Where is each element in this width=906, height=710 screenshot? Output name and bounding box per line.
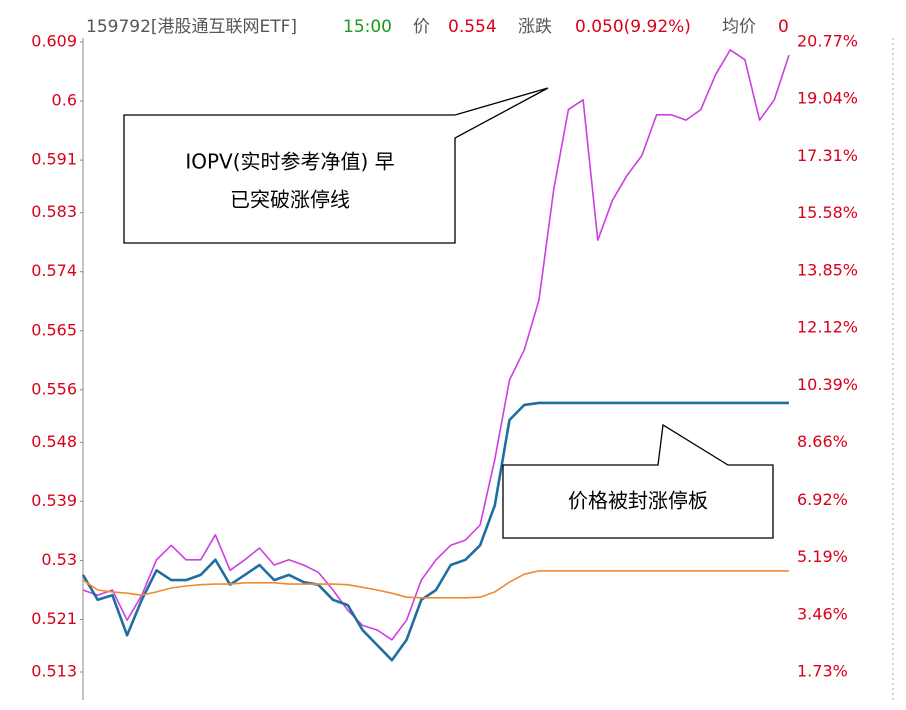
header-label: 涨跌 — [518, 17, 552, 37]
y-tick-label: 0.574 — [31, 261, 77, 280]
series-line — [81, 401, 789, 662]
series-line — [82, 49, 790, 641]
callout-box — [123, 87, 549, 244]
series-line — [82, 570, 789, 599]
header-time: 15:00 — [343, 17, 392, 37]
y-tick-label: 0.513 — [31, 662, 77, 681]
y-tick-label: 0.591 — [31, 150, 77, 169]
header-value: 0.554 — [448, 17, 497, 37]
header-code: 159792[港股通互联网ETF] — [86, 17, 297, 37]
y2-tick-label: 5.19% — [797, 547, 848, 566]
y2-tick-label: 10.39% — [797, 375, 858, 394]
y-tick-label: 0.521 — [31, 609, 77, 628]
y-tick-label: 0.583 — [31, 202, 77, 221]
y-tick-label: 0.539 — [31, 491, 77, 510]
annotation: 价格被封涨停板 — [568, 489, 708, 513]
y2-tick-label: 8.66% — [797, 432, 848, 451]
y-tick-label: 0.609 — [31, 32, 77, 51]
header-label: 均价 — [722, 17, 756, 37]
y-tick-label: 0.565 — [31, 320, 77, 339]
annotation: 已突破涨停线 — [230, 188, 350, 212]
y2-tick-label: 6.92% — [797, 490, 848, 509]
y-tick-label: 0.53 — [41, 550, 77, 569]
header-label: 价 — [413, 17, 430, 37]
header-value: 0.050(9.92%) — [575, 17, 691, 37]
y2-tick-label: 1.73% — [797, 662, 848, 681]
y-tick-label: 0.548 — [31, 432, 77, 451]
y2-tick-label: 3.46% — [797, 604, 848, 623]
y2-tick-label: 15.58% — [797, 203, 858, 222]
header-value: 0 — [778, 17, 789, 37]
callout-box — [502, 423, 774, 539]
y2-tick-label: 13.85% — [797, 260, 858, 279]
y2-tick-label: 20.77% — [797, 32, 858, 51]
annotation: IOPV(实时参考净值) 早 — [185, 150, 394, 174]
y-tick-label: 0.6 — [52, 91, 77, 110]
y-tick-label: 0.556 — [31, 379, 77, 398]
y2-tick-label: 12.12% — [797, 318, 858, 337]
y2-tick-label: 17.31% — [797, 146, 858, 165]
y2-tick-label: 19.04% — [797, 89, 858, 108]
plot: 0.609 0.6 0.591 0.583 0.574 0.565 0.556 0.548 0.… — [31, 32, 858, 681]
